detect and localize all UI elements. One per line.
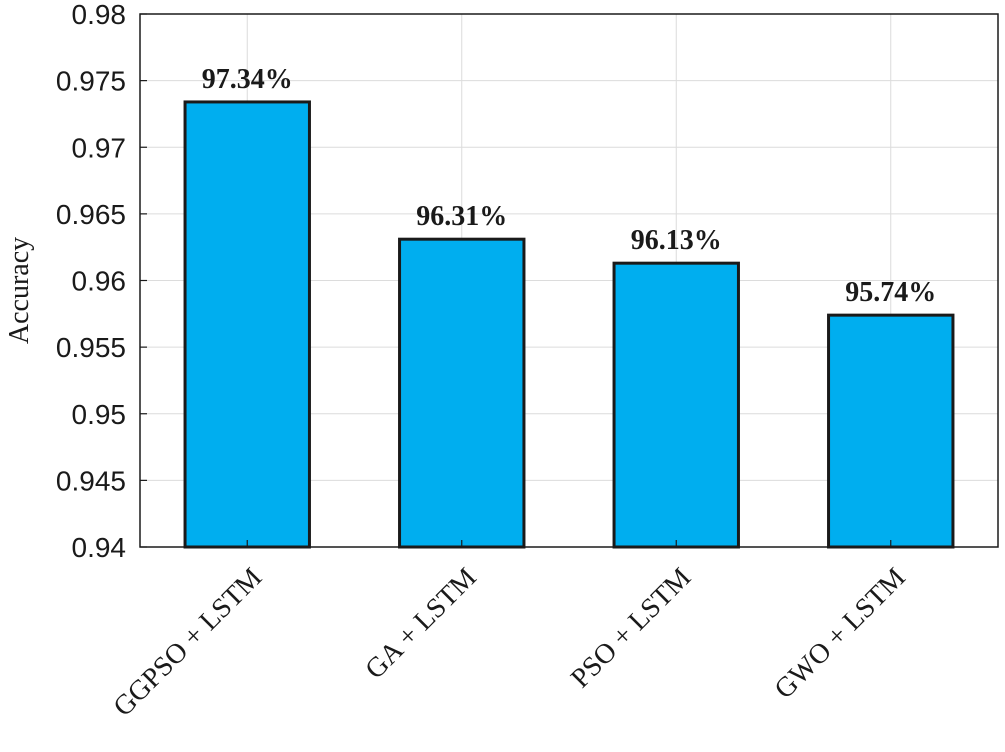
y-tick-label: 0.94 (72, 532, 127, 563)
y-tick-label: 0.955 (56, 332, 126, 363)
bar (827, 313, 955, 549)
y-tick-label: 0.95 (72, 399, 127, 430)
data-label: 96.13% (631, 225, 722, 256)
x-tick-label: GA + LSTM (359, 562, 482, 685)
data-label: 96.31% (416, 201, 507, 232)
data-label: 95.74% (845, 277, 936, 308)
y-tick-label: 0.97 (72, 132, 127, 163)
y-tick-label: 0.98 (72, 0, 127, 30)
y-tick-label: 0.975 (56, 66, 126, 97)
x-tick-label: PSO + LSTM (565, 562, 697, 694)
x-tick-label: GGPSO + LSTM (107, 562, 268, 723)
y-axis-label: Accuracy (4, 237, 35, 344)
y-tick-label: 0.965 (56, 199, 126, 230)
bars (183, 100, 955, 549)
bar (398, 237, 526, 549)
x-tick-label: GWO + LSTM (769, 562, 912, 705)
bar (183, 100, 311, 549)
ticks (140, 13, 892, 548)
y-tick-label: 0.945 (56, 465, 126, 496)
bar (612, 261, 740, 549)
y-tick-label: 0.96 (72, 266, 127, 297)
data-label: 97.34% (202, 64, 293, 95)
